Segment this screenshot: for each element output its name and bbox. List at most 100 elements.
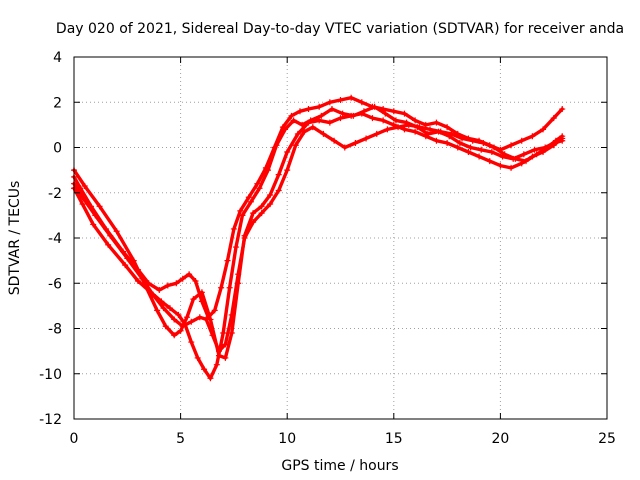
data-point-marker xyxy=(414,124,421,131)
data-point-marker xyxy=(459,135,466,142)
data-point-marker xyxy=(518,137,525,144)
data-point-marker xyxy=(79,201,86,208)
data-point-marker xyxy=(480,139,487,146)
data-point-marker xyxy=(352,139,359,146)
data-point-marker xyxy=(401,110,408,117)
data-point-marker xyxy=(179,275,186,282)
data-point-marker xyxy=(156,287,163,294)
data-point-marker xyxy=(290,117,297,124)
data-point-marker xyxy=(211,307,218,314)
data-point-marker xyxy=(288,112,295,119)
data-point-marker xyxy=(96,203,103,210)
data-point-marker xyxy=(154,307,161,314)
data-point-marker xyxy=(273,142,280,149)
data-point-marker xyxy=(433,119,440,126)
data-point-marker xyxy=(282,126,289,133)
data-point-marker xyxy=(412,117,419,124)
data-point-marker xyxy=(196,314,203,321)
data-point-marker xyxy=(435,128,442,135)
data-point-marker xyxy=(360,108,367,115)
data-point-marker xyxy=(92,212,99,219)
data-point-marker xyxy=(467,144,474,151)
data-point-marker xyxy=(207,375,214,382)
data-point-marker xyxy=(113,228,120,235)
data-point-marker xyxy=(497,162,504,169)
data-point-marker xyxy=(173,280,180,287)
series-line xyxy=(72,105,564,380)
data-point-marker xyxy=(284,149,291,156)
data-point-marker xyxy=(181,320,188,327)
data-point-marker xyxy=(307,117,314,124)
x-axis-label: GPS time / hours xyxy=(281,458,398,474)
data-point-marker xyxy=(235,280,242,287)
x-tick-label: 10 xyxy=(278,431,296,447)
data-point-marker xyxy=(320,130,327,137)
x-tick-label: 5 xyxy=(176,431,185,447)
data-point-marker xyxy=(476,153,483,160)
y-tick-label: -8 xyxy=(48,322,62,338)
data-point-marker xyxy=(233,244,240,251)
y-tick-label: 0 xyxy=(53,141,62,157)
data-point-marker xyxy=(194,354,201,361)
data-point-marker xyxy=(207,316,214,323)
data-point-marker xyxy=(390,108,397,115)
data-point-marker xyxy=(275,187,282,194)
series-track-3 xyxy=(71,110,566,361)
data-point-marker xyxy=(529,153,536,160)
data-point-marker xyxy=(559,137,566,144)
data-point-marker xyxy=(390,121,397,128)
data-point-marker xyxy=(328,106,335,113)
data-point-marker xyxy=(188,318,195,325)
data-point-marker xyxy=(224,257,231,264)
data-point-marker xyxy=(371,103,378,110)
data-point-marker xyxy=(337,115,344,122)
data-point-marker xyxy=(559,106,566,113)
data-point-marker xyxy=(213,361,220,368)
y-tick-label: 2 xyxy=(53,95,62,111)
data-point-marker xyxy=(326,99,333,106)
data-point-marker xyxy=(81,182,88,189)
data-point-marker xyxy=(171,332,178,339)
data-point-marker xyxy=(433,137,440,144)
data-point-marker xyxy=(294,130,301,137)
data-point-marker xyxy=(339,110,346,117)
data-point-marker xyxy=(508,164,515,171)
data-point-marker xyxy=(166,305,173,312)
data-point-marker xyxy=(427,126,434,133)
data-point-marker xyxy=(518,160,525,167)
data-point-marker xyxy=(499,153,506,160)
data-point-marker xyxy=(147,289,154,296)
data-point-marker xyxy=(160,305,167,312)
data-point-marker xyxy=(478,146,485,153)
x-tick-label: 15 xyxy=(385,431,403,447)
data-point-marker xyxy=(198,289,205,296)
data-point-marker xyxy=(284,167,291,174)
data-point-marker xyxy=(358,99,365,106)
data-point-marker xyxy=(384,126,391,133)
data-point-marker xyxy=(550,139,557,146)
data-point-marker xyxy=(237,207,244,214)
data-point-marker xyxy=(341,144,348,151)
y-tick-label: -6 xyxy=(48,276,62,292)
data-point-marker xyxy=(412,128,419,135)
data-point-marker xyxy=(454,144,461,151)
data-point-marker xyxy=(220,330,227,337)
data-point-marker xyxy=(90,221,97,228)
grid-layer xyxy=(74,57,607,419)
data-point-marker xyxy=(171,316,178,323)
data-point-marker xyxy=(348,94,355,101)
data-point-marker xyxy=(296,108,303,115)
data-point-marker xyxy=(350,112,357,119)
data-point-marker xyxy=(305,106,312,113)
data-point-marker xyxy=(488,149,495,156)
data-point-marker xyxy=(424,130,431,137)
data-point-marker xyxy=(162,323,169,330)
data-point-marker xyxy=(122,262,129,269)
data-point-marker xyxy=(456,139,463,146)
data-point-marker xyxy=(486,158,493,165)
series-line xyxy=(72,111,564,360)
series-layer xyxy=(71,94,566,382)
data-point-marker xyxy=(309,124,316,131)
data-point-marker xyxy=(369,115,376,122)
